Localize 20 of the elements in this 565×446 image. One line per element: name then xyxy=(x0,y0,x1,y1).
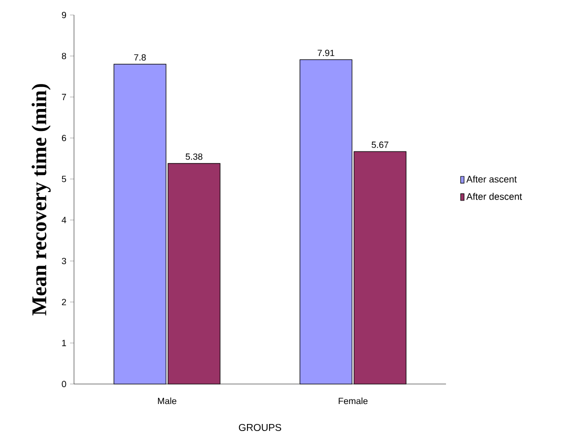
y-tick-label: 3 xyxy=(62,258,66,264)
data-label: 7.91 xyxy=(318,50,334,56)
y-axis-title: Mean recovery time (min) xyxy=(32,84,51,316)
y-tick-label: 6 xyxy=(62,134,66,142)
x-tick-label: Male xyxy=(158,398,176,404)
y-tick-label: 7 xyxy=(62,94,66,100)
y-tick-label: 9 xyxy=(62,12,66,18)
data-label: 7.8 xyxy=(134,54,146,61)
data-label: 5.67 xyxy=(372,142,388,148)
y-tick-label: 1 xyxy=(62,340,66,346)
y-tick-label: 4 xyxy=(62,216,66,224)
data-label: 5.38 xyxy=(186,153,202,160)
y-tick-label: 0 xyxy=(62,380,66,388)
y-tick-label: 8 xyxy=(62,52,66,60)
y-tick-label: 2 xyxy=(62,298,66,306)
legend-label: After ascent xyxy=(466,176,517,183)
y-tick-label: 5 xyxy=(62,176,66,182)
x-tick-label: Female xyxy=(338,398,368,404)
legend-label: After descent xyxy=(466,192,522,200)
x-axis-title: GROUPS xyxy=(238,424,282,431)
